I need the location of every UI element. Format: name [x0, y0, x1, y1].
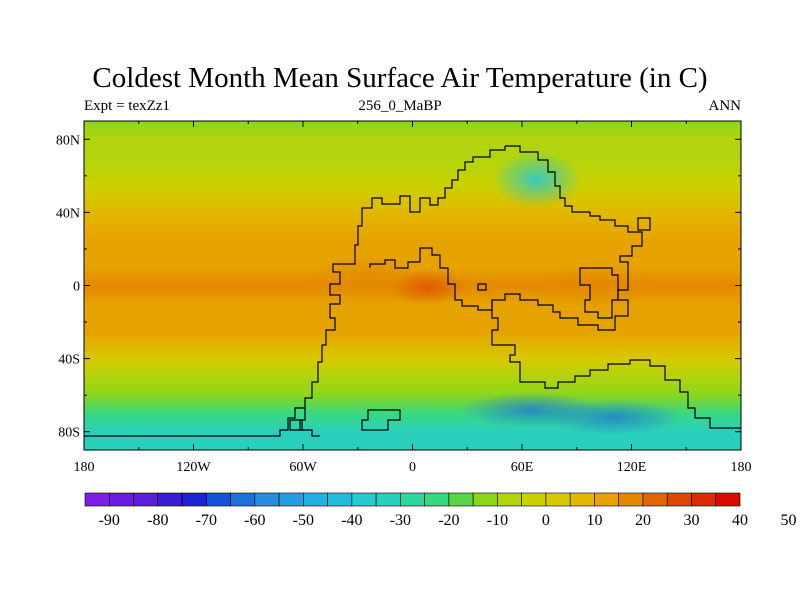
colorbar-box [133, 492, 159, 507]
x-tick-label: 60E [511, 460, 534, 475]
colorbar-label: -20 [438, 512, 459, 529]
colorbar-label: 0 [542, 512, 550, 529]
colorbar-label: -70 [196, 512, 217, 529]
time-label: 256_0_MaBP [358, 98, 442, 114]
colorbar-box [230, 492, 256, 507]
colorbar-box [472, 492, 498, 507]
colorbar-box [400, 492, 425, 507]
y-tick-label: 80N [56, 133, 80, 148]
colorbar-label: -10 [487, 512, 508, 529]
x-tick-label: 60W [289, 460, 317, 475]
colorbar-label: 10 [586, 512, 602, 529]
axis-ticks [83, 121, 742, 450]
colorbar-label: -50 [293, 512, 314, 529]
colorbar-label: -60 [244, 512, 265, 529]
colorbar-box [448, 492, 474, 507]
coastline [84, 145, 741, 437]
colorbar-label: 20 [635, 512, 651, 529]
x-tick-label: 0 [409, 460, 416, 475]
colorbar-label: 40 [732, 512, 748, 529]
colorbar-box [666, 492, 692, 507]
colorbar-box [521, 492, 547, 507]
colorbar-box [254, 492, 280, 507]
colorbar-label: -90 [99, 512, 120, 529]
colorbar-box [181, 492, 207, 507]
colorbar [84, 492, 741, 507]
colorbar-label: -40 [341, 512, 362, 529]
y-tick-label: 40S [58, 353, 80, 368]
x-tick-label: 180 [731, 460, 752, 475]
colorbar-box [715, 492, 741, 507]
colorbar-box [327, 492, 353, 507]
colorbar-box [84, 492, 110, 507]
hot-spot [311, 254, 422, 299]
y-tick-label: 40N [56, 206, 80, 221]
colorbar-box [351, 492, 377, 507]
experiment-label: Expt = texZz1 [84, 98, 170, 114]
colorbar-label: -80 [147, 512, 168, 529]
colorbar-label: -30 [390, 512, 411, 529]
colorbar-box [205, 492, 231, 507]
y-tick-label: 0 [73, 280, 80, 295]
x-tick-label: 120W [176, 460, 211, 475]
period-label: ANN [708, 98, 742, 114]
map-title: Coldest Month Mean Surface Air Temperatu… [92, 62, 708, 94]
colorbar-box [594, 492, 620, 507]
colorbar-box [691, 492, 717, 507]
colorbar-box [157, 492, 183, 507]
cold-spot [491, 151, 582, 208]
x-tick-label: 180 [74, 460, 95, 475]
cold-spot [543, 399, 684, 436]
colorbar-box [618, 492, 644, 507]
colorbar-box [303, 492, 328, 507]
colorbar-label: 50 [781, 512, 797, 529]
colorbar-box [375, 492, 401, 507]
colorbar-box [108, 492, 134, 507]
colorbar-label: 30 [683, 512, 699, 529]
x-tick-label: 120E [617, 460, 647, 475]
hot-spot [540, 263, 650, 308]
colorbar-box [278, 492, 304, 507]
colorbar-box [497, 492, 522, 507]
colorbar-box [424, 492, 450, 507]
colorbar-box [569, 492, 595, 507]
colorbar-box [545, 492, 571, 507]
y-tick-label: 80S [58, 426, 80, 441]
colorbar-box [642, 492, 668, 507]
